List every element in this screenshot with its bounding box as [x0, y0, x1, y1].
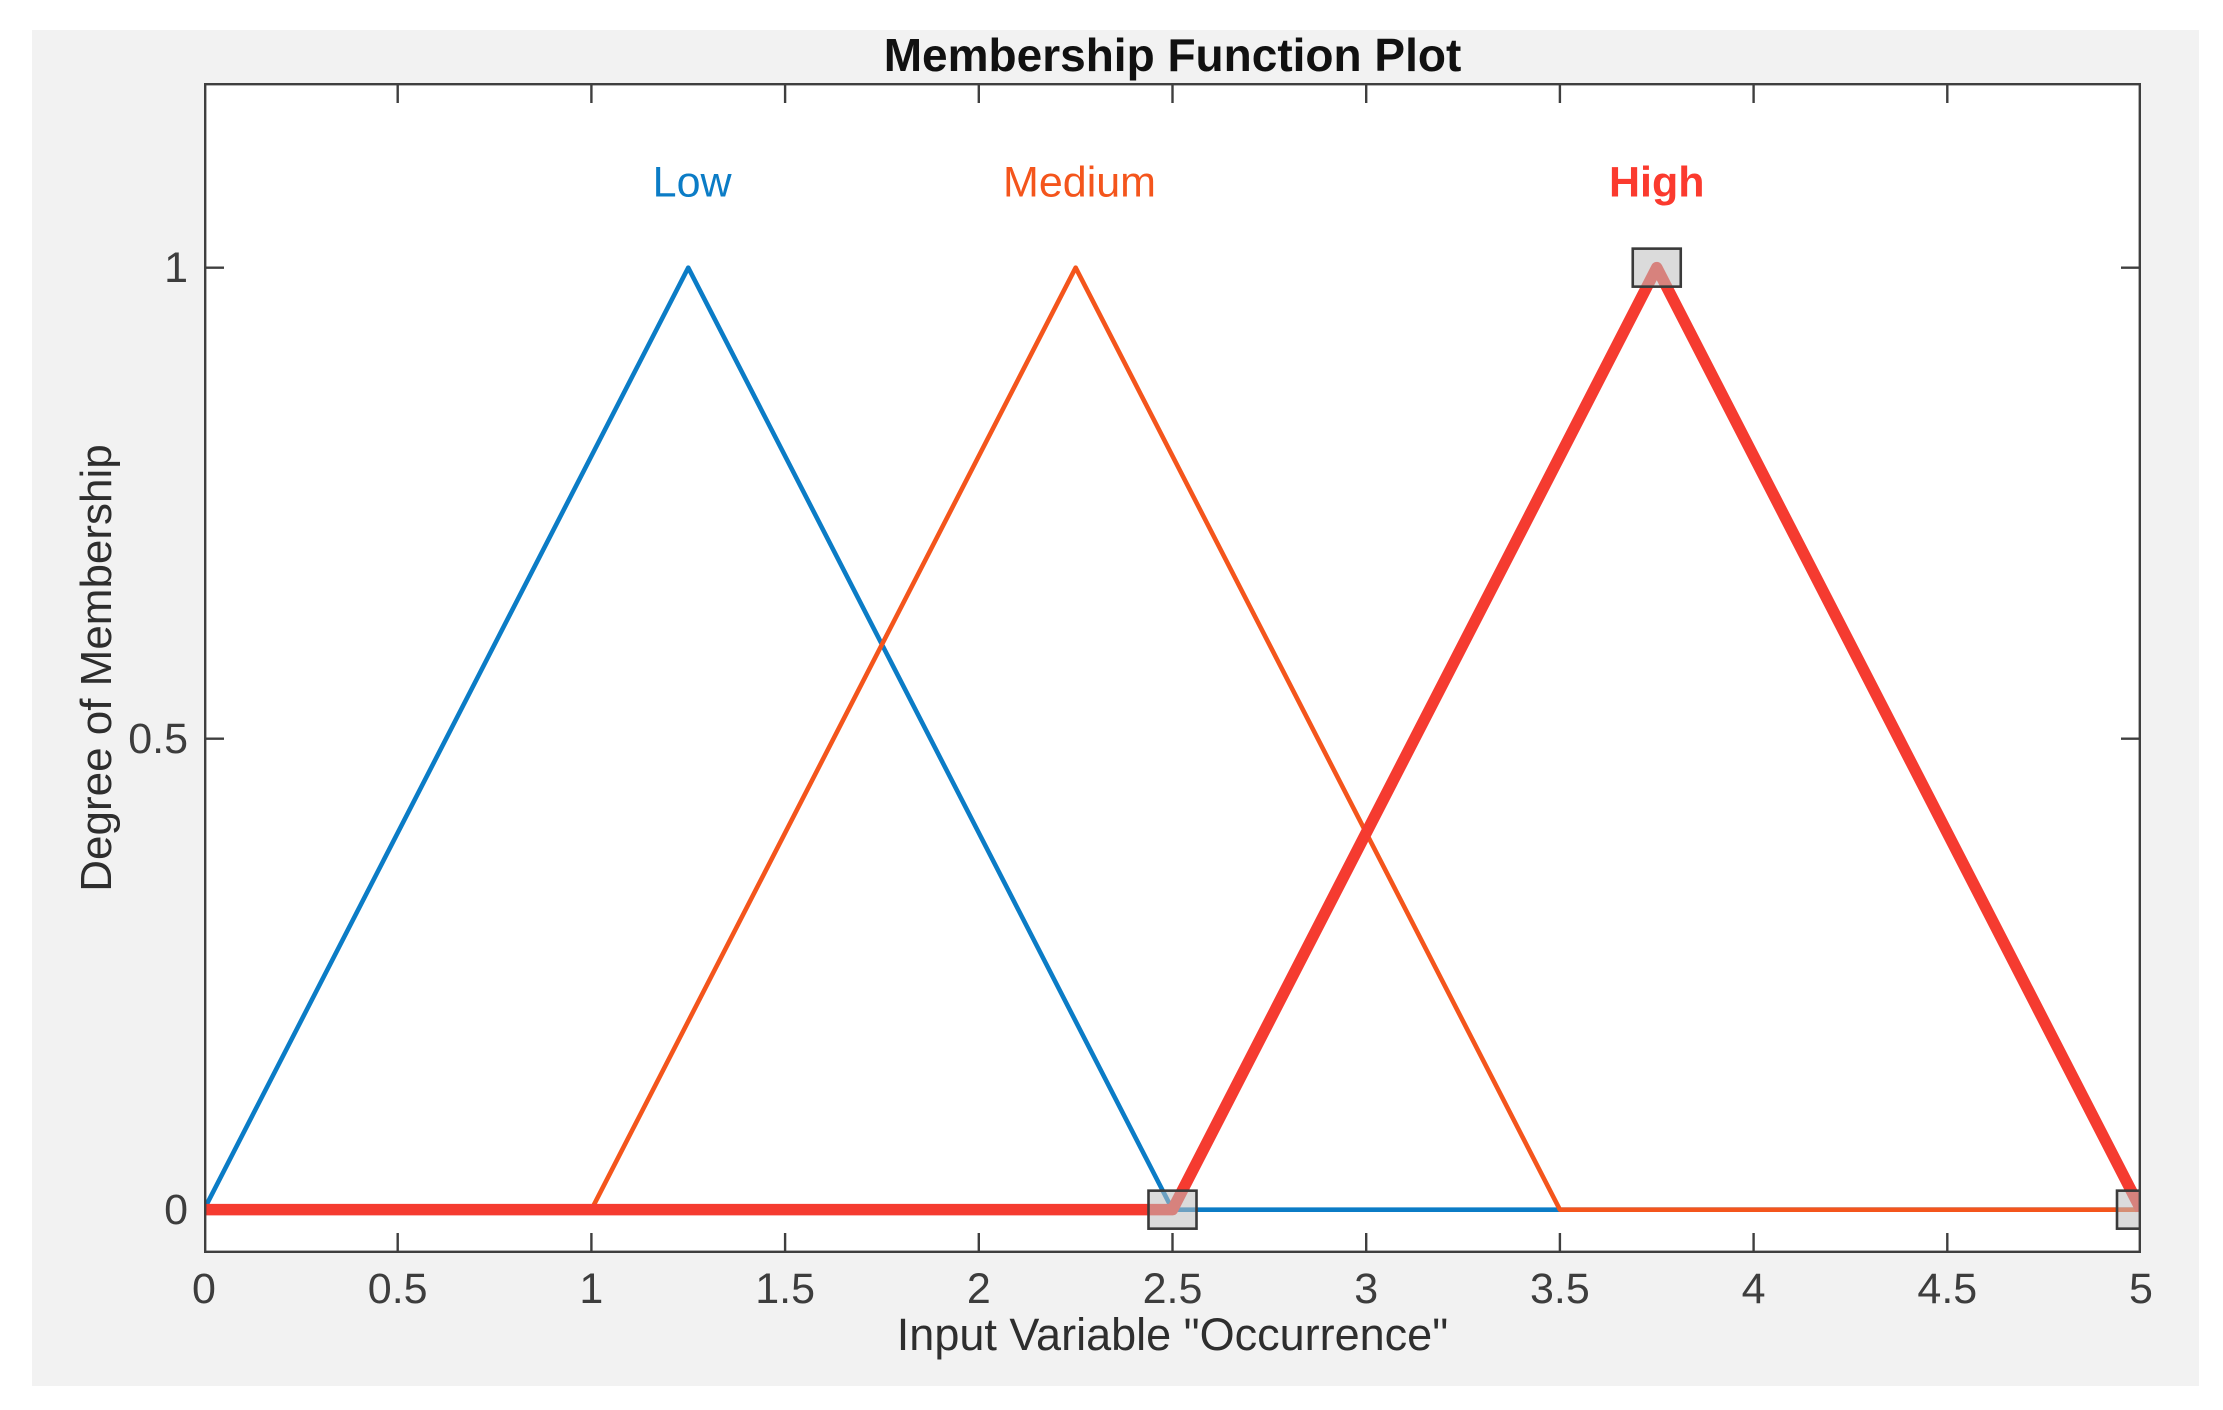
x-tick-label-2: 2 [966, 1265, 991, 1313]
x-tick-label-5: 5 [2129, 1265, 2153, 1313]
mf-curve-high[interactable] [204, 261, 2141, 1216]
x-tick-label-4: 4 [1741, 1265, 1766, 1313]
mf-handle-high[interactable] [1147, 1189, 1198, 1230]
y-tick-label-1: 1 [164, 243, 188, 292]
x-tick-label-0.5: 0.5 [367, 1265, 428, 1313]
x-tick-label-3: 3 [1354, 1265, 1379, 1313]
plot-canvas[interactable] [204, 83, 2141, 1253]
y-axis-label: Degree of Membership [72, 444, 121, 892]
plot-title: Membership Function Plot [883, 29, 1462, 81]
x-tick-label-4.5: 4.5 [1917, 1265, 1978, 1313]
x-tick-label-1.5: 1.5 [755, 1265, 815, 1313]
mf-label-high[interactable]: High [1608, 158, 1705, 207]
mf-label-low[interactable]: Low [652, 158, 732, 207]
mf-handle-high[interactable] [1631, 247, 1683, 288]
y-tick-label-0: 0 [164, 1185, 188, 1234]
x-tick-label-2.5: 2.5 [1142, 1265, 1203, 1313]
x-tick-label-1: 1 [579, 1265, 604, 1313]
x-axis-label: Input Variable "Occurrence" [896, 1309, 1449, 1360]
mf-label-medium[interactable]: Medium [1003, 158, 1156, 207]
mf-handle-high[interactable] [2115, 1189, 2141, 1230]
x-tick-label-3.5: 3.5 [1530, 1265, 1590, 1313]
axes-background [204, 83, 2141, 1253]
plot-axes[interactable]: Low Medium High [204, 83, 2141, 1253]
axes-border [204, 83, 2141, 1253]
x-tick-label-0: 0 [192, 1265, 216, 1313]
y-tick-label-0.5: 0.5 [128, 714, 188, 763]
